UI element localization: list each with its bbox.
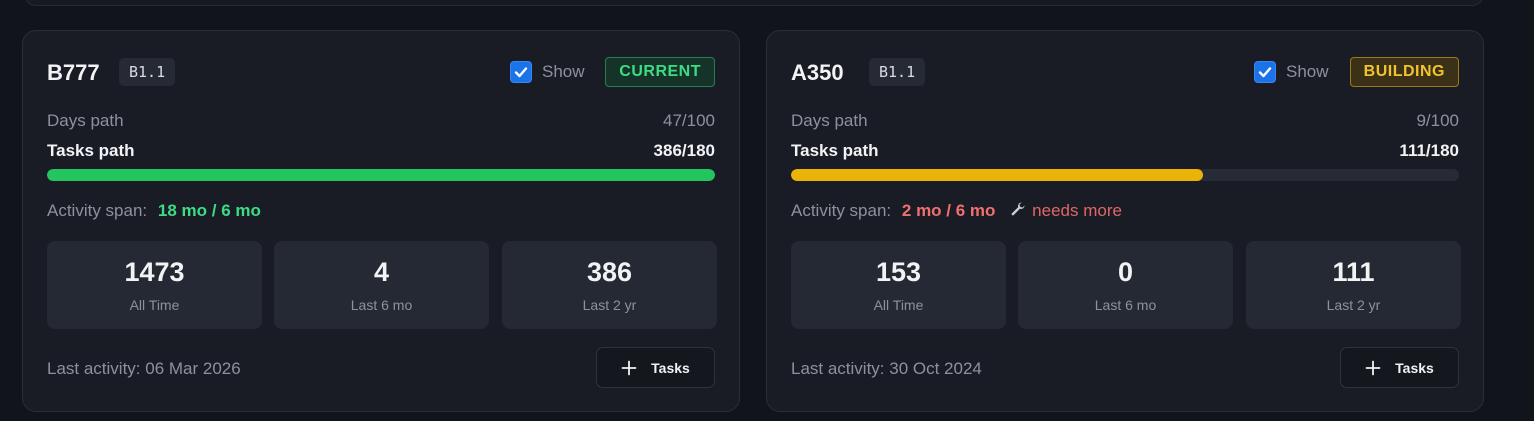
tasks-path-row: Tasks path 111/180	[791, 141, 1459, 161]
show-checkbox[interactable]	[510, 61, 532, 83]
status-badge: BUILDING	[1349, 57, 1459, 87]
card-header: B777 B1.1 Show CURRENT	[47, 57, 715, 89]
days-path-row: Days path 47/100	[47, 111, 715, 131]
card-header: A350 B1.1 Show BUILDING	[791, 57, 1459, 89]
activity-span-row: Activity span: 18 mo / 6 mo	[47, 201, 261, 221]
tasks-path-value: 111/180	[1399, 141, 1459, 160]
stat-value: 386	[586, 257, 633, 287]
stat-last-6-mo: 4 Last 6 mo	[274, 241, 489, 329]
tasks-progress-fill	[47, 169, 715, 181]
add-tasks-button[interactable]: Tasks	[596, 347, 715, 388]
last-activity: Last activity: 30 Oct 2024	[791, 359, 982, 378]
show-label: Show	[1286, 62, 1329, 81]
top-panel-edge	[24, 0, 1484, 6]
stat-caption: Last 6 mo	[350, 297, 413, 313]
activity-span-value: 18 mo / 6 mo	[157, 201, 261, 220]
days-path-value: 47/100	[663, 111, 715, 130]
checkmark-icon	[1258, 67, 1272, 78]
needs-more-label: needs more	[1032, 201, 1122, 220]
aircraft-model: B777	[47, 60, 100, 85]
activity-span-label: Activity span:	[47, 201, 148, 220]
show-label: Show	[542, 62, 585, 81]
plus-icon	[621, 360, 637, 376]
activity-span-row: Activity span: 2 mo / 6 mo needs more	[791, 201, 1122, 222]
version-badge: B1.1	[869, 58, 926, 86]
stat-all-time: 1473 All Time	[47, 241, 262, 329]
stat-last-2-yr: 386 Last 2 yr	[502, 241, 717, 329]
show-toggle[interactable]: Show	[1254, 61, 1329, 83]
stat-last-6-mo: 0 Last 6 mo	[1018, 241, 1233, 329]
checkmark-icon	[514, 67, 528, 78]
stat-value: 0	[1117, 257, 1134, 287]
tasks-progress-bar	[791, 169, 1459, 181]
tasks-path-value: 386/180	[653, 141, 715, 160]
tasks-path-label: Tasks path	[791, 141, 879, 160]
add-tasks-label: Tasks	[1395, 359, 1434, 376]
stats-row: 153 All Time 0 Last 6 mo 111 Last 2 yr	[791, 241, 1461, 329]
add-tasks-button[interactable]: Tasks	[1340, 347, 1459, 388]
activity-span-label: Activity span:	[791, 201, 892, 220]
needs-more-note: needs more	[1010, 201, 1122, 220]
stat-value: 153	[875, 257, 922, 287]
tasks-path-label: Tasks path	[47, 141, 135, 160]
stat-caption: All Time	[873, 297, 924, 313]
stats-row: 1473 All Time 4 Last 6 mo 386 Last 2 yr	[47, 241, 717, 329]
tasks-progress-bar	[47, 169, 715, 181]
stat-caption: All Time	[129, 297, 180, 313]
wrench-icon	[1010, 201, 1026, 222]
last-activity: Last activity: 06 Mar 2026	[47, 359, 241, 378]
aircraft-model: A350	[791, 60, 844, 85]
version-badge: B1.1	[119, 58, 176, 86]
stat-caption: Last 6 mo	[1094, 297, 1157, 313]
aircraft-card-a350: A350 B1.1 Show BUILDING Days path 9/100 …	[766, 30, 1484, 412]
days-path-row: Days path 9/100	[791, 111, 1459, 131]
stat-last-2-yr: 111 Last 2 yr	[1246, 241, 1461, 329]
tasks-progress-fill	[791, 169, 1204, 181]
add-tasks-label: Tasks	[651, 359, 690, 376]
show-toggle[interactable]: Show	[510, 61, 585, 83]
stat-value: 111	[1332, 257, 1375, 287]
days-path-label: Days path	[47, 111, 124, 130]
stat-caption: Last 2 yr	[582, 297, 637, 313]
stat-caption: Last 2 yr	[1326, 297, 1381, 313]
stat-value: 1473	[124, 257, 185, 287]
tasks-path-row: Tasks path 386/180	[47, 141, 715, 161]
days-path-label: Days path	[791, 111, 868, 130]
show-checkbox[interactable]	[1254, 61, 1276, 83]
stat-value: 4	[373, 257, 390, 287]
activity-span-value: 2 mo / 6 mo	[901, 201, 996, 220]
days-path-value: 9/100	[1416, 111, 1459, 130]
plus-icon	[1365, 360, 1381, 376]
status-badge: CURRENT	[605, 57, 715, 87]
aircraft-card-b777: B777 B1.1 Show CURRENT Days path 47/100 …	[22, 30, 740, 412]
stat-all-time: 153 All Time	[791, 241, 1006, 329]
